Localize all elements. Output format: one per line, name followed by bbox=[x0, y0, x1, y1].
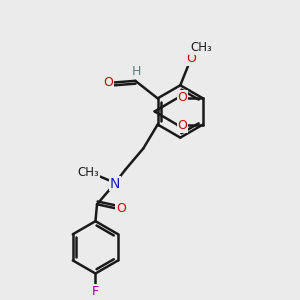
Text: O: O bbox=[116, 202, 126, 214]
Text: F: F bbox=[92, 285, 99, 298]
Text: O: O bbox=[178, 119, 188, 132]
Text: O: O bbox=[187, 52, 196, 65]
Text: O: O bbox=[178, 91, 188, 104]
Text: O: O bbox=[103, 76, 113, 89]
Text: CH₃: CH₃ bbox=[78, 166, 99, 179]
Text: N: N bbox=[110, 176, 120, 190]
Text: CH₃: CH₃ bbox=[190, 41, 212, 55]
Text: H: H bbox=[132, 65, 141, 78]
